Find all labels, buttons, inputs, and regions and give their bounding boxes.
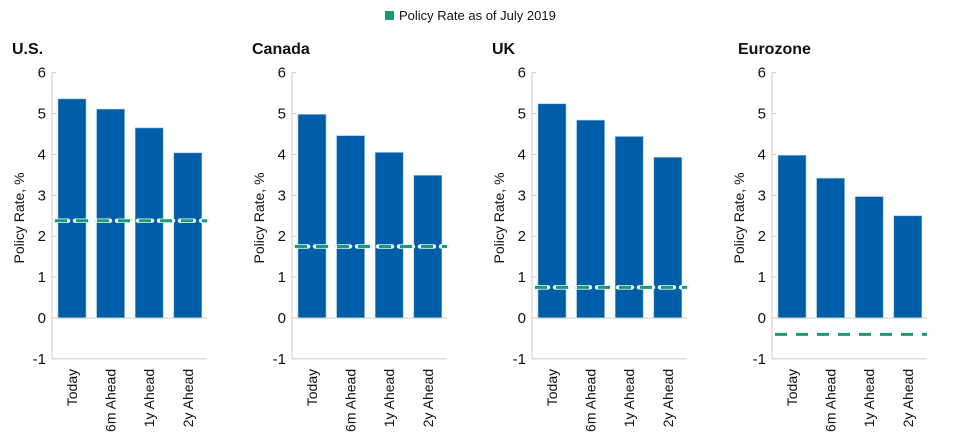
y-tick-label: -1 <box>513 351 526 368</box>
y-tick-label: 3 <box>758 187 766 204</box>
panel-title: Eurozone <box>738 41 811 58</box>
y-tick-label: 1 <box>278 269 286 286</box>
y-tick-label: 1 <box>38 269 46 286</box>
x-tick-label: 1y Ahead <box>621 369 637 427</box>
x-tick-label: 6m Ahead <box>103 369 119 432</box>
panel-canada: Canada Policy Rate, % 6 5 4 3 2 1 0 -1 Today 6m Ahe… <box>251 41 450 432</box>
bar-2y-ahead <box>173 152 203 319</box>
x-tick-label: 1y Ahead <box>381 369 397 427</box>
x-tick-label: 2y Ahead <box>180 369 196 427</box>
y-tick-label: 1 <box>758 269 766 286</box>
bar-2y-ahead <box>653 157 683 319</box>
y-tick-label: 2 <box>38 228 46 245</box>
y-tick-label: 0 <box>758 310 766 327</box>
x-tick-label: 6m Ahead <box>343 369 359 432</box>
bar-1y-ahead <box>374 152 404 319</box>
y-tick-label: -1 <box>273 351 286 368</box>
y-tick-label: 0 <box>278 310 286 327</box>
y-tick-label: 2 <box>758 228 766 245</box>
y-tick-label: 3 <box>278 187 286 204</box>
y-tick-label: 5 <box>38 106 46 123</box>
bar-1y-ahead <box>614 136 644 319</box>
y-tick-label: -1 <box>33 351 46 368</box>
y-tick-label: 4 <box>38 146 46 163</box>
bar-today <box>297 114 327 319</box>
y-tick-label: 2 <box>278 228 286 245</box>
y-tick-label: 0 <box>518 310 526 327</box>
y-axis-label: Policy Rate, % <box>251 172 267 263</box>
bar-today <box>57 98 87 319</box>
y-tick-label: 2 <box>518 228 526 245</box>
y-tick-label: 6 <box>38 65 46 82</box>
y-tick-label: 5 <box>758 106 766 123</box>
x-tick-label: 6m Ahead <box>823 369 839 432</box>
y-tick-label: 4 <box>518 146 526 163</box>
bar-1y-ahead <box>854 196 884 319</box>
x-tick-label: 6m Ahead <box>583 369 599 432</box>
y-tick-label: 3 <box>38 187 46 204</box>
legend-swatch <box>385 11 394 20</box>
y-tick-label: 5 <box>278 106 286 123</box>
y-axis-label: Policy Rate, % <box>11 172 27 263</box>
y-axis-label: Policy Rate, % <box>731 172 747 263</box>
y-tick-label: 0 <box>38 310 46 327</box>
panel-title: UK <box>492 41 516 58</box>
y-tick-label: 1 <box>518 269 526 286</box>
bar-6m-ahead <box>336 135 365 319</box>
bar-6m-ahead <box>96 108 125 319</box>
y-tick-label: 4 <box>278 146 286 163</box>
y-tick-label: -1 <box>753 351 766 368</box>
legend-label: Policy Rate as of July 2019 <box>399 8 556 23</box>
panel-us: U.S. Policy Rate, % 6 5 4 3 2 1 0 -1 Today 6m Ahead… <box>11 41 210 432</box>
y-tick-label: 5 <box>518 106 526 123</box>
x-tick-label: Today <box>64 369 80 406</box>
panel-uk: UK Policy Rate, % 6 5 4 3 2 1 0 -1 Today 6m Ahead 1y… <box>491 41 690 432</box>
y-axis-label: Policy Rate, % <box>491 172 507 263</box>
x-tick-label: 2y Ahead <box>900 369 916 427</box>
x-tick-label: 1y Ahead <box>141 369 157 427</box>
panel-title: Canada <box>252 41 310 58</box>
x-tick-label: Today <box>544 369 560 406</box>
y-tick-label: 6 <box>518 65 526 82</box>
x-tick-label: 1y Ahead <box>861 369 877 427</box>
bar-6m-ahead <box>816 177 845 319</box>
legend: Policy Rate as of July 2019 <box>385 8 556 23</box>
y-tick-label: 4 <box>758 146 766 163</box>
bar-2y-ahead <box>893 215 923 319</box>
x-tick-label: Today <box>784 369 800 406</box>
bar-today <box>777 154 807 319</box>
bar-today <box>537 103 567 319</box>
x-tick-label: 2y Ahead <box>420 369 436 427</box>
panel-eurozone: Eurozone Policy Rate, % 6 5 4 3 2 1 0 -1 Today 6m A… <box>731 41 927 432</box>
y-tick-label: 6 <box>758 65 766 82</box>
bar-6m-ahead <box>576 119 605 319</box>
panel-title: U.S. <box>12 41 43 58</box>
x-tick-label: 2y Ahead <box>660 369 676 427</box>
x-tick-label: Today <box>304 369 320 406</box>
y-tick-label: 6 <box>278 65 286 82</box>
y-tick-label: 3 <box>518 187 526 204</box>
